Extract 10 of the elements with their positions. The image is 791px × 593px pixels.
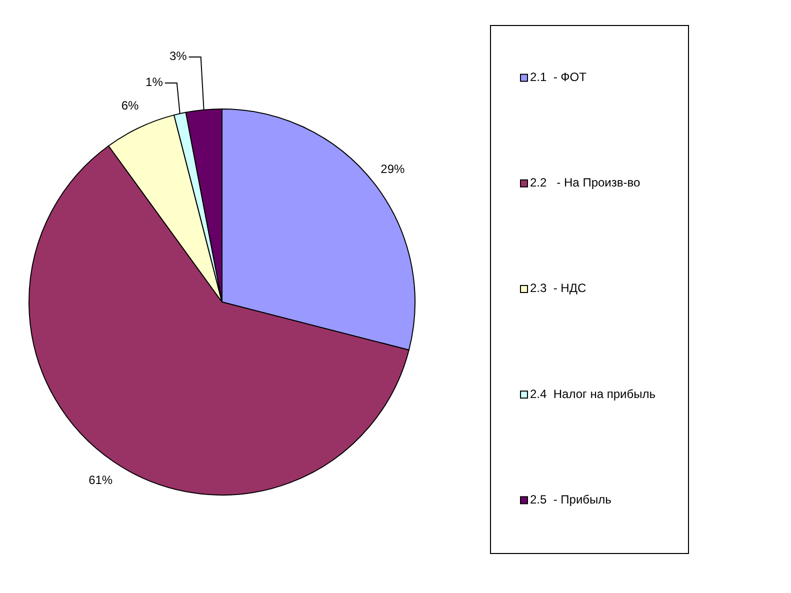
legend-label: 2.1 - ФОТ (530, 70, 588, 84)
data-label: 29% (380, 162, 406, 176)
data-label: 61% (88, 472, 113, 487)
data-label: 6% (121, 98, 140, 113)
data-label: 3% (169, 49, 188, 64)
legend-label: 2.3 - НДС (530, 281, 586, 296)
legend-label: 2.2 - На Произв-во (530, 176, 640, 190)
legend-label: 2.4 Налог на прибыль (530, 386, 656, 401)
legend-label: 2.5 - Прибыль (530, 492, 612, 506)
data-label: 1% (146, 75, 164, 90)
